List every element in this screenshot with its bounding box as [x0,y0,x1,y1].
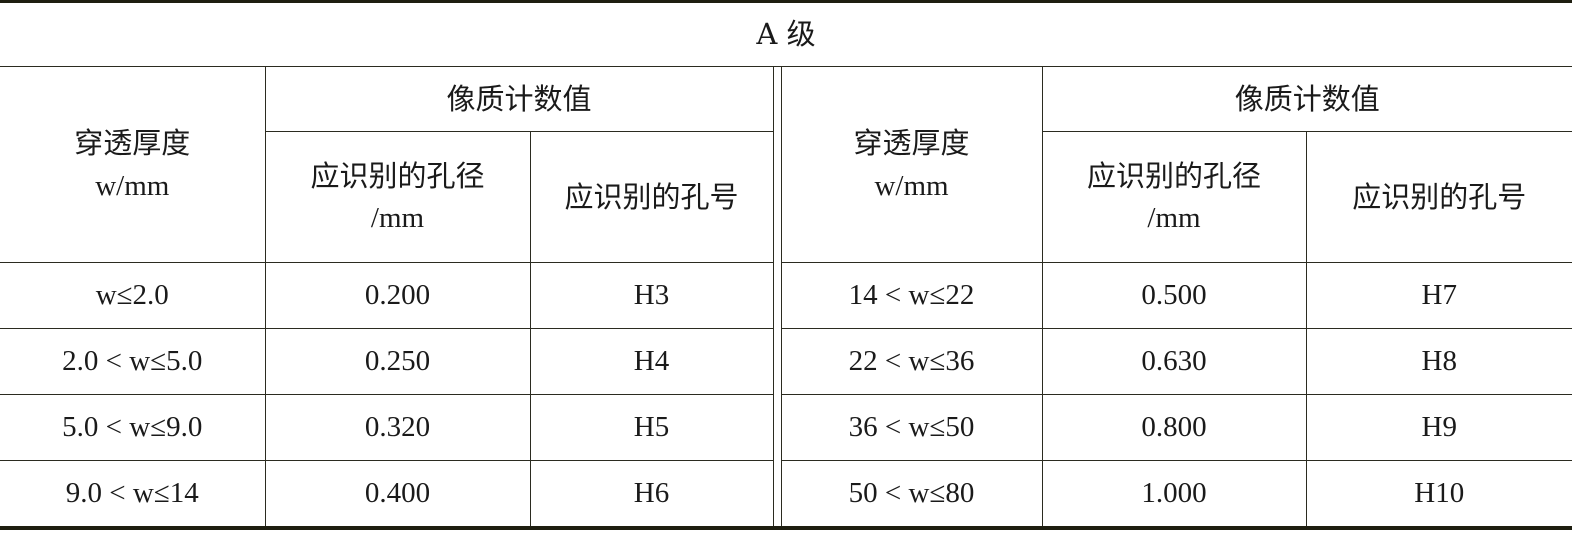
diameter-cell: 0.250 [264,328,531,395]
hole-cell: H6 [529,460,774,529]
header-thickness-unit: w/mm [95,169,170,202]
header-thickness-right: 穿透厚度 w/mm [780,66,1043,263]
thickness-cell: 50 < w≤80 [780,460,1043,529]
header-thickness: 穿透厚度 w/mm [0,66,266,263]
header-hole-diameter-label: 应识别的孔径 [310,158,485,193]
hole-cell: H4 [529,328,774,395]
diameter-cell: 1.000 [1041,460,1307,529]
header-hole-number: 应识别的孔号 [529,131,774,263]
thickness-cell: 5.0 < w≤9.0 [0,394,266,461]
hole-cell: H9 [1305,394,1572,461]
diameter-cell: 0.630 [1041,328,1307,395]
header-hole-diameter: 应识别的孔径 /mm [265,131,531,263]
thickness-cell: 36 < w≤50 [780,394,1043,461]
header-hole-diameter-label: 应识别的孔径 [1086,158,1261,193]
header-thickness-label: 穿透厚度 [853,126,970,161]
diameter-cell: 0.400 [264,460,531,529]
thickness-cell: 2.0 < w≤5.0 [0,328,266,395]
thickness-cell: 14 < w≤22 [780,262,1043,329]
header-thickness-label: 穿透厚度 [74,126,191,161]
table-title: A 级 [0,1,1572,67]
thickness-cell: 22 < w≤36 [780,328,1043,395]
hole-cell: H5 [529,394,774,461]
header-hole-number-right: 应识别的孔号 [1305,131,1572,263]
table-row: 5.0 < w≤9.0 0.320 H5 36 < w≤50 0.800 H9 [0,394,1572,461]
header-hole-diameter-unit: /mm [370,202,425,234]
table-row: 2.0 < w≤5.0 0.250 H4 22 < w≤36 0.630 H8 [0,328,1572,395]
double-divider [772,66,782,529]
hole-cell: H3 [529,262,774,329]
header-thickness-unit: w/mm [874,169,949,202]
diameter-cell: 0.800 [1041,394,1307,461]
header-iqi-value: 像质计数值 [264,66,774,132]
thickness-cell: w≤2.0 [0,262,266,329]
table-row: w≤2.0 0.200 H3 14 < w≤22 0.500 H7 [0,262,1572,329]
hole-cell: H8 [1305,328,1572,395]
header-iqi-value-right: 像质计数值 [1041,66,1572,132]
header-hole-diameter-unit: /mm [1147,202,1201,234]
header-hole-diameter-right: 应识别的孔径 /mm [1041,131,1307,263]
hole-cell: H7 [1305,262,1572,329]
hole-cell: H10 [1305,460,1572,529]
thickness-cell: 9.0 < w≤14 [0,460,266,529]
diameter-cell: 0.200 [264,262,531,329]
diameter-cell: 0.320 [264,394,531,461]
table-row: 9.0 < w≤14 0.400 H6 50 < w≤80 1.000 H10 [0,460,1572,529]
diameter-cell: 0.500 [1041,262,1307,329]
